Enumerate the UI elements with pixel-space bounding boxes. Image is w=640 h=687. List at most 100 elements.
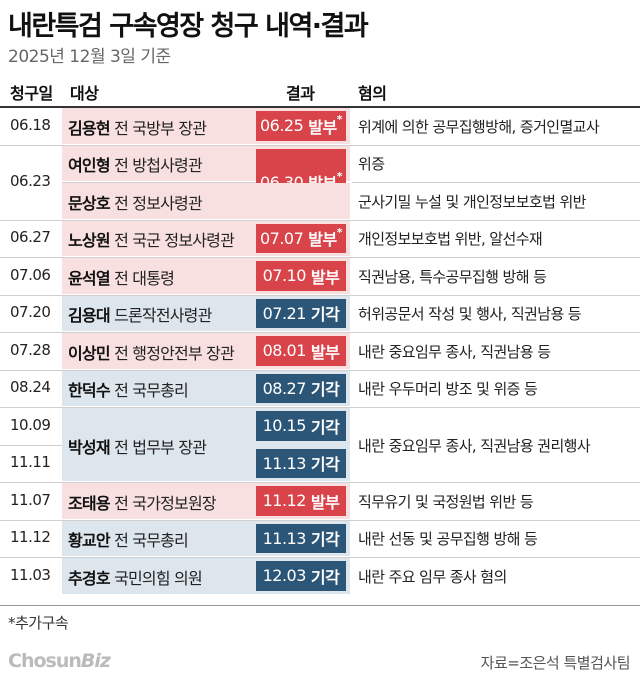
row-separator (0, 444, 62, 446)
target-role: 전 국무총리 (114, 531, 189, 551)
result-kind: 기각 (310, 305, 340, 325)
result-kind: 발부 (310, 342, 340, 362)
target-name: 조태용 (68, 493, 111, 513)
footnote: *추가구속 (8, 614, 69, 632)
row-charge: 직권남용, 특수공무집행 방해 등 (358, 267, 547, 286)
page-title: 내란특검 구속영장 청구 내역·결과 (8, 11, 369, 42)
row-date: 06.18 (10, 115, 51, 134)
logo-suffix: Biz (80, 650, 111, 672)
header-charge: 혐의 (358, 84, 387, 103)
row-target: 문상호 전 정보사령관 (68, 190, 203, 214)
target-role: 전 국군 정보사령관 (114, 231, 235, 251)
row-target: 한덕수 전 국무총리 (68, 377, 189, 401)
row-separator (0, 219, 640, 221)
header-result: 결과 (286, 84, 315, 103)
row-separator (0, 369, 640, 371)
target-name: 한덕수 (68, 381, 111, 401)
row-date: 11.11 (10, 453, 51, 472)
row-target: 윤석열 전 대통령 (68, 265, 175, 289)
row-separator (0, 557, 640, 558)
row-separator (0, 407, 640, 408)
row-separator (0, 332, 640, 333)
row-date: 11.07 (10, 490, 51, 509)
row-target: 추경호 국민의힘 의원 (68, 565, 203, 589)
row-date: 06.23 (10, 172, 51, 190)
row-target: 황교안 전 국무총리 (68, 527, 189, 551)
result-badge: 07.10 발부 (256, 261, 346, 291)
source-credit: 자료=조은석 특별검사팀 (480, 654, 631, 672)
target-name: 황교안 (68, 531, 111, 551)
row-target: 조태용 전 국가정보원장 (68, 490, 217, 514)
target-name: 이상민 (68, 343, 111, 363)
additional-detention-mark: * (336, 169, 343, 183)
result-date: 12.03 (262, 566, 307, 586)
target-name: 노상원 (68, 231, 111, 251)
result-badge: 10.15 기각 (256, 411, 346, 441)
result-kind: 발부 (308, 117, 337, 137)
result-kind: 발부 (310, 267, 340, 287)
result-kind: 기각 (310, 380, 340, 400)
logo-main: Chosun (8, 650, 82, 672)
target-name: 문상호 (68, 193, 111, 213)
row-date: 07.28 (10, 340, 51, 359)
target-role: 전 국방부 장관 (114, 118, 207, 138)
row-separator (0, 519, 640, 521)
target-name: 박성재 (68, 437, 111, 457)
target-role: 전 대통령 (114, 268, 175, 288)
result-badge: 06.25 발부 * (256, 111, 346, 141)
result-badge: 07.21 기각 (256, 298, 346, 328)
result-badge: 11.12 발부 (256, 486, 346, 516)
row-date: 08.24 (10, 378, 51, 397)
page-subtitle: 2025년 12월 3일 기준 (8, 47, 171, 67)
target-role: 전 국무총리 (114, 381, 189, 401)
row-separator (0, 294, 640, 296)
target-role: 전 정보사령관 (114, 193, 203, 213)
result-badge: 11.13 기각 (256, 523, 346, 553)
row-date: 06.27 (10, 228, 51, 247)
result-kind: 기각 (310, 417, 340, 437)
additional-detention-mark: * (336, 225, 343, 239)
row-background (62, 183, 350, 219)
row-separator (62, 182, 256, 183)
row-target: 이상민 전 행정안전부 장관 (68, 340, 235, 364)
row-charge: 내란 선동 및 공무집행 방해 등 (358, 530, 538, 549)
row-charge: 군사기밀 누설 및 개인정보보호법 위반 (358, 192, 586, 211)
row-separator (0, 257, 640, 258)
result-date: 07.07 (259, 228, 304, 248)
result-date: 10.15 (262, 416, 307, 436)
additional-detention-mark: * (336, 113, 343, 127)
chosunbiz-logo: ChosunBiz (8, 650, 111, 672)
row-charge: 내란 우두머리 방조 및 위증 등 (358, 380, 538, 399)
row-target: 노상원 전 국군 정보사령관 (68, 227, 235, 251)
row-separator (352, 182, 640, 183)
result-date: 11.13 (262, 528, 307, 548)
row-target: 김용현 전 국방부 장관 (68, 115, 207, 139)
target-role: 전 법무부 장관 (114, 437, 207, 457)
row-charge: 내란 중요임무 종사, 직권남용 등 (358, 342, 551, 361)
row-charge: 위증 (358, 155, 385, 174)
result-date: 07.10 (262, 266, 307, 286)
row-charge: 위계에 의한 공무집행방해, 증거인멸교사 (358, 117, 600, 136)
result-badge: 08.27 기각 (256, 373, 346, 403)
header-date: 청구일 (10, 84, 53, 103)
result-date: 08.01 (262, 341, 307, 361)
result-kind: 기각 (310, 567, 340, 587)
result-badge: 11.13 기각 (256, 448, 346, 478)
row-date: 11.12 (10, 528, 51, 547)
target-role: 국민의힘 의원 (114, 568, 203, 588)
result-kind: 기각 (310, 455, 340, 475)
target-name: 여인형 (68, 156, 111, 176)
result-badge: 07.07 발부 * (256, 223, 346, 253)
row-charge: 개인정보보호법 위반, 알선수재 (358, 230, 543, 249)
target-name: 김용대 (68, 306, 111, 326)
result-date: 07.21 (262, 303, 307, 323)
result-date: 08.27 (262, 378, 307, 398)
bottom-rule (0, 605, 640, 606)
row-separator (0, 482, 640, 483)
target-role: 전 방첩사령관 (114, 156, 203, 176)
row-date: 10.09 (10, 415, 51, 434)
result-kind: 발부 (310, 492, 340, 512)
row-target: 여인형 전 방첩사령관 (68, 152, 203, 176)
target-role: 전 국가정보원장 (114, 493, 217, 513)
target-role: 드론작전사령관 (114, 306, 212, 326)
